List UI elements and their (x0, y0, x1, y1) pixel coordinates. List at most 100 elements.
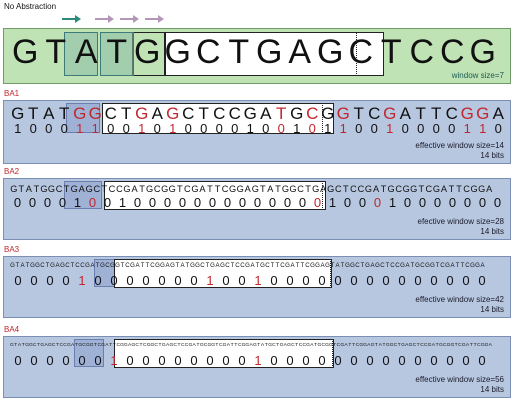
bit: 1 (91, 121, 99, 136)
nucleotide: T (140, 262, 145, 269)
nucleotide: G (364, 184, 373, 194)
nucleotide: G (279, 343, 284, 348)
nucleotide: C (439, 33, 465, 71)
nucleotide: T (415, 104, 426, 123)
nucleotide: G (150, 343, 155, 348)
nucleotide: G (89, 343, 94, 348)
nucleotide: C (368, 104, 381, 123)
nucleotide: G (251, 184, 259, 194)
nucleotide: G (425, 262, 430, 269)
bit: 1 (254, 273, 262, 288)
nucleotide: C (272, 343, 276, 348)
nucleotide: A (367, 343, 371, 348)
bit: 0 (432, 121, 440, 136)
bit: 0 (286, 273, 294, 288)
nucleotide: G (383, 104, 397, 123)
nucleotide: C (65, 262, 70, 269)
window-end-divider (322, 103, 323, 132)
nucleotide: A (488, 343, 492, 348)
bit: 0 (430, 273, 438, 288)
nucleotide: C (297, 184, 304, 194)
bit: 0 (302, 353, 310, 368)
nucleotide: A (378, 343, 382, 348)
bit: 1 (246, 121, 254, 136)
nucleotide: G (484, 343, 489, 348)
nucleotide: G (78, 343, 83, 348)
bit: 0 (153, 121, 161, 136)
nucleotide: C (97, 343, 101, 348)
nucleotide: A (399, 104, 411, 123)
nucleotide: G (47, 184, 56, 194)
nucleotide: T (454, 343, 458, 348)
nucleotide: G (427, 343, 432, 348)
nucleotide: T (275, 184, 281, 194)
nucleotide: C (298, 343, 303, 348)
nucleotide: A (25, 184, 32, 194)
nucleotide: G (430, 262, 435, 269)
sliding-arrows (62, 15, 164, 23)
ba3-window-info: effective window size=42 14 bits (415, 295, 504, 315)
bit: 0 (158, 273, 166, 288)
bit: 0 (270, 353, 278, 368)
nucleotide: A (267, 184, 274, 194)
nucleotide: G (101, 343, 105, 348)
nucleotide: T (295, 343, 299, 348)
nucleotide: A (486, 184, 493, 194)
ba3-bits-label: 14 bits (480, 305, 504, 314)
bit: 0 (334, 273, 342, 288)
nucleotide: C (228, 104, 241, 123)
nucleotide: T (469, 343, 473, 348)
nucleotide: A (249, 343, 253, 348)
ba2-effective-window: efective window size=28 (417, 217, 505, 226)
window-end-divider (322, 181, 323, 210)
nucleotide: C (116, 343, 120, 348)
bit: 0 (46, 353, 54, 368)
nucleotide: T (63, 184, 70, 194)
nucleotide: T (397, 343, 401, 348)
nucleotide: T (275, 262, 280, 269)
nucleotide: A (288, 33, 312, 71)
ba4-window-info: effective window size=56 14 bits (415, 375, 504, 395)
nucleotide: T (185, 262, 190, 269)
bit: 1 (388, 195, 397, 210)
nucleotide: G (306, 343, 310, 348)
nucleotide: G (289, 184, 297, 194)
nucleotide: T (177, 343, 181, 348)
nucleotide: T (196, 343, 200, 348)
bit: 1 (118, 195, 127, 210)
nucleotide: T (460, 262, 465, 269)
arrow-purple-2 (120, 15, 139, 23)
nucleotide: G (195, 262, 200, 269)
nucleotide: T (176, 184, 183, 194)
ba2-window-shade (64, 181, 102, 209)
bit: 0 (222, 273, 230, 288)
nucleotide: A (283, 343, 287, 348)
nucleotide: C (348, 33, 374, 71)
bit: 1 (73, 195, 82, 210)
ba4-effective-window: effective window size=56 (415, 375, 504, 384)
nucleotide: G (85, 343, 90, 348)
bit: 0 (158, 353, 166, 368)
bit: 0 (190, 353, 198, 368)
bit: 1 (206, 273, 214, 288)
ba3-effective-window: effective window size=42 (415, 295, 504, 304)
bit: 0 (366, 273, 374, 288)
nucleotide: G (10, 343, 14, 348)
nucleotide: T (145, 262, 150, 269)
nucleotide: T (276, 104, 287, 123)
bit: 1 (293, 121, 301, 136)
nucleotide: T (228, 33, 250, 71)
nucleotide: G (85, 184, 93, 194)
nucleotide: G (359, 343, 364, 348)
nucleotide: A (260, 104, 272, 123)
ba3-window-box (114, 259, 332, 288)
bit: 0 (414, 273, 422, 288)
nucleotide: G (385, 343, 390, 348)
nucleotide: G (317, 33, 344, 71)
nucleotide: G (155, 262, 160, 269)
bit: 0 (262, 121, 270, 136)
